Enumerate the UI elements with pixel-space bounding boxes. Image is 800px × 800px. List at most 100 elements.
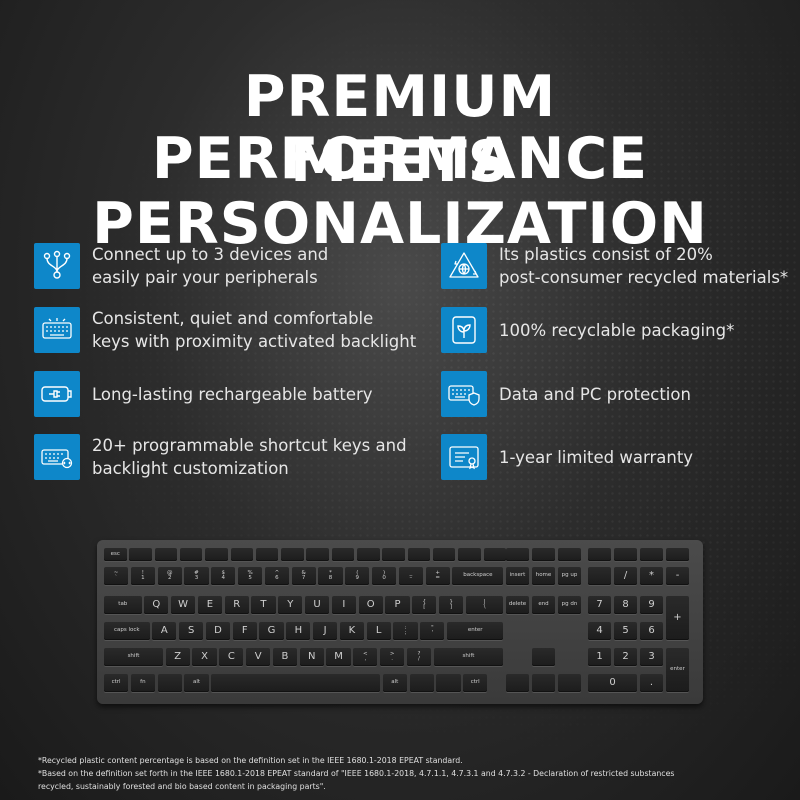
keyboard-key: - (666, 567, 689, 585)
keyboard-key: R (224, 596, 249, 614)
keyboard-key: ctrl (104, 674, 129, 692)
keyboard-key: J (313, 622, 338, 640)
keyboard-key (666, 548, 689, 561)
keyboard-key (357, 548, 380, 561)
keyboard-key (331, 548, 355, 561)
keyboard-key: L (366, 622, 391, 640)
keyboard-key: ( 9 (345, 567, 370, 585)
keyboard-key: shift (104, 648, 164, 666)
keyboard-key: end (532, 596, 555, 614)
keyboard-key: home (532, 567, 555, 585)
keyboard-key (157, 674, 182, 692)
keyboard-key (255, 548, 279, 561)
keyboard-key: U (305, 596, 330, 614)
keyboard-key: K (339, 622, 365, 640)
keyboard-image: esc ~ `! 1 @ 2 # 3 $ 4% 5 ^ 6 & 7 * 8( 9) 0 _ – +… (97, 540, 703, 704)
keyboard-key (532, 674, 555, 692)
keyboard-key: E (197, 596, 222, 614)
keyboard-key: pg dn (558, 596, 581, 614)
keyboard-key: B (272, 648, 298, 666)
keyboard-key (205, 548, 228, 561)
keyboard-key: 0 (588, 674, 637, 692)
feature-text: Consistent, quiet and comfortable keys w… (92, 309, 417, 351)
keyboard-key (506, 548, 529, 561)
keyboard-key (409, 674, 434, 692)
feature-battery: Long-lasting rechargeable battery (34, 371, 373, 417)
multi-device-icon (34, 243, 80, 289)
keyboard-key: S (179, 622, 204, 640)
keyboard-key: 5 (614, 622, 637, 640)
keyboard-key (588, 567, 611, 585)
keyboard-key: 6 (640, 622, 663, 640)
keyboard-key (179, 548, 203, 561)
keyboard-key: delete (506, 596, 529, 614)
keyboard-shield-icon (441, 371, 487, 417)
keyboard-key (640, 548, 663, 561)
headline-line-2: MEETS PERSONALIZATION (92, 129, 708, 257)
keyboard-key: M (326, 648, 351, 666)
keyboard-key: Y (278, 596, 303, 614)
keyboard-key: + (666, 596, 689, 640)
keyboard-key (230, 548, 253, 561)
keyboard-key (129, 548, 152, 561)
keyboard-key: " ' (420, 622, 445, 640)
warranty-certificate-icon (441, 434, 487, 480)
keyboard-key: X (192, 648, 217, 666)
leaf-packaging-icon (441, 307, 487, 353)
keyboard-key (614, 548, 637, 561)
keyboard-key: / (614, 567, 637, 585)
keyboard-key: ! 1 (130, 567, 155, 585)
feature-backlit-keys: Consistent, quiet and comfortable keys w… (34, 307, 416, 353)
battery-icon (34, 371, 80, 417)
keyboard-key: V (246, 648, 271, 666)
keyboard-key (558, 674, 581, 692)
keyboard-key (154, 548, 178, 561)
keyboard-key: % 5 (238, 567, 263, 585)
keyboard-key: pg up (558, 567, 581, 585)
feature-recyclable-packaging: 100% recyclable packaging* (441, 307, 734, 353)
keyboard-key (281, 548, 304, 561)
keyboard-key: backspace (452, 567, 504, 585)
feature-programmable-keys: 20+ programmable shortcut keys and backl… (34, 434, 407, 480)
keyboard-key: ^ 6 (264, 567, 289, 585)
keyboard-key: W (171, 596, 196, 614)
keyboard-key: 2 (614, 648, 637, 666)
keyboard-key: Z (165, 648, 190, 666)
keyboard-key: ctrl (463, 674, 488, 692)
keyboard-key: tab (104, 596, 142, 614)
keyboard-key: P (385, 596, 410, 614)
keyboard-key: C (219, 648, 244, 666)
footnote-recycled-plastic: *Recycled plastic content percentage is … (38, 756, 463, 765)
keyboard-key: ? / (406, 648, 432, 666)
keyboard-key (306, 548, 329, 561)
keyboard-key: { [ (412, 596, 437, 614)
keyboard-key: @ 2 (157, 567, 182, 585)
feature-text: 1-year limited warranty (499, 447, 694, 467)
keyboard-key: D (205, 622, 231, 640)
keyboard-key: I (331, 596, 356, 614)
keyboard-key: : ; (393, 622, 418, 640)
keyboard-key: 8 (614, 596, 637, 614)
keyboard-key: * (640, 567, 663, 585)
keyboard-key: 1 (588, 648, 611, 666)
keyboard-key: 9 (640, 596, 663, 614)
keyboard-key: & 7 (291, 567, 316, 585)
headline-line-1: PREMIUM PERFORMANCE (151, 64, 649, 192)
recycle-globe-icon (441, 243, 487, 289)
keyboard-key (432, 548, 456, 561)
keyboard-key: * 8 (318, 567, 343, 585)
keyboard-key (532, 548, 555, 561)
keyboard-key (211, 674, 381, 692)
keyboard-key: caps lock (104, 622, 150, 640)
keyboard-key: N (299, 648, 324, 666)
keyboard-key: 3 (640, 648, 663, 666)
feature-text: 20+ programmable shortcut keys and backl… (92, 436, 407, 478)
keyboard-key: H (286, 622, 311, 640)
keyboard-key: $ 4 (211, 567, 236, 585)
keyboard-key: G (259, 622, 284, 640)
programmable-keys-icon (34, 434, 80, 480)
keyboard-key: 7 (588, 596, 611, 614)
keyboard-key: ~ ` (104, 567, 129, 585)
keyboard-key: F (232, 622, 257, 640)
keyboard-key (588, 548, 611, 561)
